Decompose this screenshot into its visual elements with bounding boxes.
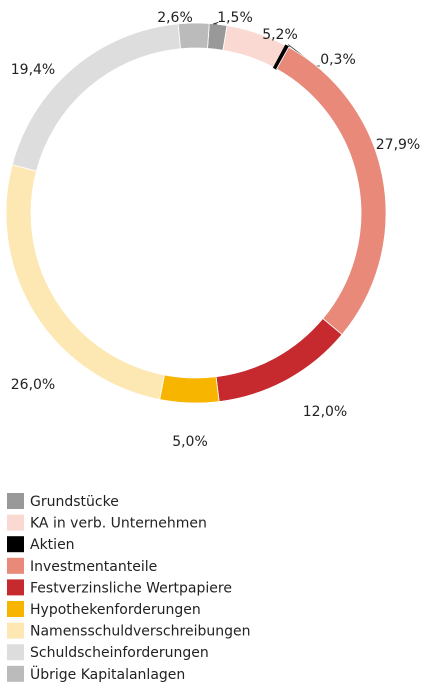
donut-segment [11,23,181,172]
legend-swatch [7,622,24,639]
data-label: 27,9% [376,137,420,153]
leader-line [212,21,219,25]
data-label: 0,3% [320,52,356,68]
data-label: 1,5% [217,10,253,26]
data-label: 26,0% [11,377,55,393]
legend-label: Festverzinsliche Wertpapiere [30,580,232,596]
legend-label: Investmentanteile [30,559,157,575]
legend-label: Namensschuldverschreibungen [30,624,250,640]
legend-swatch [7,579,24,596]
donut-segment [276,46,387,336]
legend-swatch [7,557,24,574]
legend-label: Schuldscheinforderungen [30,645,209,661]
data-label: 5,2% [262,27,298,43]
legend-label: Grundstücke [30,494,119,510]
donut-segment [177,22,210,50]
donut-segment [215,317,343,403]
donut-segment [5,164,165,400]
legend-swatch [7,536,24,553]
data-label: 2,6% [157,10,193,26]
data-label: 19,4% [11,62,55,78]
legend-swatch [7,665,24,682]
legend-label: KA in verb. Unternehmen [30,516,207,532]
data-label: 12,0% [303,404,347,420]
legend-swatch [7,644,24,661]
legend-label: Übrige Kapitalanlagen [30,665,185,683]
legend-label: Hypothekenforderungen [30,602,201,618]
donut-segment [159,374,220,404]
data-label: 5,0% [172,434,208,450]
legend-swatch [7,514,24,531]
legend-swatch [7,601,24,617]
legend-swatch [7,493,24,509]
legend-label: Aktien [30,537,75,553]
